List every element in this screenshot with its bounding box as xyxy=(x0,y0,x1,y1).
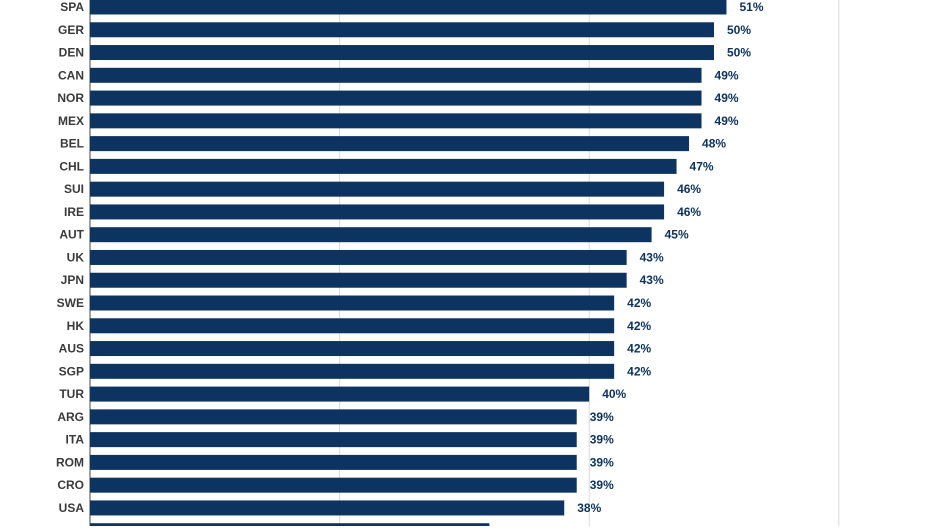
value-label-spa: 51% xyxy=(739,0,763,14)
bar-ita xyxy=(90,432,577,448)
bar-usa xyxy=(90,500,565,516)
bar-aus xyxy=(90,341,615,357)
bar-jpn xyxy=(90,272,627,288)
bar-cro xyxy=(90,477,577,493)
category-label-spa: SPA xyxy=(60,0,84,14)
category-label-jpn: JPN xyxy=(61,273,84,287)
bar-arg xyxy=(90,409,577,425)
value-label-uk: 43% xyxy=(640,250,664,264)
category-label-usa: USA xyxy=(59,501,85,515)
bar-ger xyxy=(90,22,714,38)
bar-sgp xyxy=(90,363,615,379)
category-label-rom: ROM xyxy=(56,455,84,469)
bar-tur xyxy=(90,386,590,402)
value-label-nor: 49% xyxy=(715,91,739,105)
bar-hk xyxy=(90,318,615,334)
category-label-aus: AUS xyxy=(59,342,84,356)
category-label-sui: SUI xyxy=(64,182,84,196)
value-label-tur: 40% xyxy=(602,387,626,401)
value-label-sgp: 42% xyxy=(627,364,651,378)
bar-mex xyxy=(90,113,702,129)
bar-den xyxy=(90,45,714,61)
value-label-sui: 46% xyxy=(677,182,701,196)
category-label-ita: ITA xyxy=(66,433,85,447)
value-label-ire: 46% xyxy=(677,205,701,219)
value-label-hk: 42% xyxy=(627,319,651,333)
value-label-aut: 45% xyxy=(665,228,689,242)
category-label-den: DEN xyxy=(59,46,84,60)
bar-ire xyxy=(90,204,665,220)
category-label-chl: CHL xyxy=(59,159,84,173)
value-label-arg: 39% xyxy=(590,410,614,424)
category-label-nor: NOR xyxy=(57,91,84,105)
value-label-cro: 39% xyxy=(590,478,614,492)
value-label-bel: 48% xyxy=(702,137,726,151)
bar-can xyxy=(90,67,702,83)
value-label-ger: 50% xyxy=(727,23,751,37)
category-label-tur: TUR xyxy=(59,387,84,401)
value-label-swe: 42% xyxy=(627,296,651,310)
category-label-ger: GER xyxy=(58,23,84,37)
value-label-rom: 39% xyxy=(590,455,614,469)
category-label-cro: CRO xyxy=(57,478,84,492)
category-label-sgp: SGP xyxy=(59,364,84,378)
category-label-arg: ARG xyxy=(57,410,84,424)
category-label-bel: BEL xyxy=(60,137,84,151)
bar-swe xyxy=(90,295,615,311)
bar-uk xyxy=(90,249,627,265)
category-label-ire: IRE xyxy=(64,205,84,219)
category-label-mex: MEX xyxy=(58,114,84,128)
bar-nor xyxy=(90,90,702,106)
bar-aut xyxy=(90,227,652,243)
value-label-chl: 47% xyxy=(690,159,714,173)
bar-chl xyxy=(90,158,677,174)
category-label-can: CAN xyxy=(58,68,84,82)
bar-sui xyxy=(90,181,665,197)
category-label-swe: SWE xyxy=(57,296,84,310)
value-label-den: 50% xyxy=(727,46,751,60)
value-label-can: 49% xyxy=(715,68,739,82)
value-label-aus: 42% xyxy=(627,342,651,356)
value-label-jpn: 43% xyxy=(640,273,664,287)
category-label-hk: HK xyxy=(67,319,85,333)
category-label-uk: UK xyxy=(67,250,85,264)
value-label-ita: 39% xyxy=(590,433,614,447)
bar-rom xyxy=(90,454,577,470)
value-label-usa: 38% xyxy=(577,501,601,515)
category-label-aut: AUT xyxy=(59,228,84,242)
value-label-mex: 49% xyxy=(715,114,739,128)
bar-bel xyxy=(90,136,690,152)
bar-spa xyxy=(90,0,727,15)
